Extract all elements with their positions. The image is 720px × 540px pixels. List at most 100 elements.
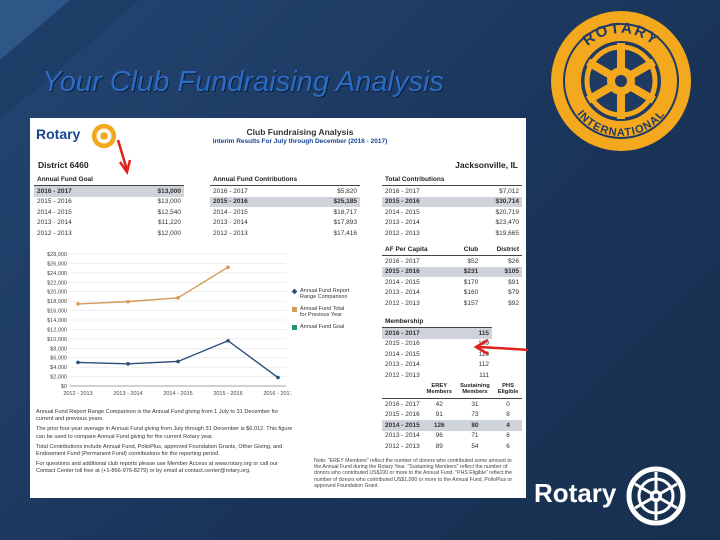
table-cell: $7,012 [499,187,519,195]
table-row: 2013 - 2014 $11,220 [34,218,184,229]
table-row: 2013 - 2014 $17,893 [210,218,360,229]
table-cell: 2016 - 2017 [382,327,462,339]
table-row: 2013 - 2014 112 [382,360,492,371]
table-cell: 2013 - 2014 [385,219,420,227]
city-label: Jacksonville, IL [455,160,518,170]
table-row: 2015 - 2016 109 [382,339,492,350]
table-row: 2016 - 2017 $52 $26 [382,256,522,267]
y-tick-label: $2,000 [50,375,67,381]
table-cell: 2016 - 2017 [385,257,420,265]
table-cell: 2015 - 2016 [385,340,420,348]
district-label: District 6460 [38,160,89,170]
table-cell: 110 [478,350,489,358]
legend-item: Annual Fund Goal [292,324,352,330]
table-header-cell: Sustaining Members [455,380,495,399]
table-header-cell [478,174,522,186]
table-cell: $20,719 [495,208,520,216]
table-cell: $231 [451,266,482,277]
table-header-cell [382,380,423,399]
report-logo-text: Rotary [36,126,81,142]
table-row: 2015 - 2016 $231 $105 [382,266,522,277]
legend-swatch-icon [291,288,298,295]
table-cell: $13,000 [135,185,184,197]
table-cell: 2013 - 2014 [213,219,248,227]
table-header-cell: AF Per Capita [382,244,452,256]
table-cell: 2013 - 2014 [385,361,420,369]
table-header-row: Membership [382,316,492,328]
report-notes: Annual Fund Report Range Comparison is t… [36,409,296,479]
table-cell: 2016 - 2017 [385,187,420,195]
table-cell: $25,185 [323,196,360,207]
table-row: 2016 - 2017 $5,820 [210,186,360,197]
table-cell: 115 [461,327,492,339]
total-contributions-table: Total Contributions 2016 - 2017 $7,012 2015… [382,174,522,239]
table-row: 2013 - 2014 $23,470 [382,218,522,229]
legend-label: Annual Fund Report Range Comparison [300,288,350,300]
table-cell: $157 [463,299,479,307]
table-row: 2014 - 2015 $20,719 [382,207,522,218]
note-paragraph: Total Contributions include Annual Fund,… [36,443,283,458]
table-cell: 2015 - 2016 [37,198,72,206]
y-tick-label: $4,000 [50,365,67,371]
y-tick-label: $20,000 [47,290,67,296]
table-cell: 2014 - 2015 [382,420,423,431]
report-title: Club Fundraising Analysis [246,127,354,137]
rotary-brand-text: Rotary [534,478,617,508]
y-tick-label: $24,000 [47,271,67,277]
table-cell: 4 [494,420,522,431]
series-point [226,338,230,343]
table-cell: $11,220 [157,219,181,227]
legend-label: Annual Fund Total for Previous Year [300,306,345,318]
table-cell: $92 [508,299,519,307]
table-row: 2014 - 2015 126 80 4 [382,420,522,431]
table-cell: 2014 - 2015 [385,208,420,216]
y-tick-label: $0 [61,384,67,390]
y-tick-label: $26,000 [47,261,67,267]
table-cell: 126 [422,420,456,431]
table-row: 2014 - 2015 $170 $91 [382,277,522,288]
table-row: 2015 - 2016 $25,185 [210,196,360,207]
table-cell: 2016 - 2017 [34,185,136,197]
table-header-row: Total Contributions [382,174,522,186]
table-header-cell [135,174,184,186]
report-header: Rotary Club Fundraising Analysis Interim… [30,118,526,158]
y-tick-label: $16,000 [47,309,67,315]
table-header-row: Annual Fund Contributions [210,174,360,186]
table-cell: $12,540 [157,208,182,216]
table-cell: $17,416 [333,229,358,237]
legend-swatch-icon [292,325,297,330]
annual-fund-goal-table: Annual Fund Goal 2016 - 2017 $13,000 2015 -… [34,174,184,239]
x-tick-label: 2012 - 2013 [63,391,92,397]
table-cell: $18,717 [333,208,358,216]
table-cell: 2013 - 2014 [385,432,420,440]
series-line [77,266,229,305]
table-cell: 91 [435,411,443,419]
table-header-cell: PHS Eligible [494,380,522,399]
table-cell: 2014 - 2015 [37,208,72,216]
table-cell: 31 [471,400,479,408]
table-cell: 2015 - 2016 [382,266,452,277]
table-cell: 42 [435,400,443,408]
x-tick-label: 2014 - 2015 [163,391,192,397]
table-row: 2012 - 2013 $17,416 [210,228,360,239]
series-point [126,299,130,304]
table-cell: 111 [479,371,489,379]
table-header-cell: EREY Members [422,380,456,399]
table-row: 2016 - 2017 $13,000 [34,185,184,197]
y-tick-label: $6,000 [50,356,67,362]
table-cell: 2012 - 2013 [385,299,420,307]
table-cell: 54 [471,442,479,450]
y-tick-label: $18,000 [47,299,67,305]
table-cell: 2013 - 2014 [385,289,420,297]
chart-legend: Annual Fund Report Range Comparison Annua… [291,288,352,336]
table-row: 2015 - 2016 91 73 8 [382,410,522,421]
table-cell: $160 [463,289,479,297]
table-cell: 2016 - 2017 [385,400,420,408]
table-cell: 0 [506,400,510,408]
table-cell: 2014 - 2015 [385,278,420,286]
af-per-capita-table: AF Per Capita Club District 2016 - 2017 $52 $… [382,244,522,309]
table-header-row: Annual Fund Goal [34,174,184,186]
table-row: 2014 - 2015 $18,717 [210,207,360,218]
table-header-cell [323,174,360,186]
y-tick-label: $22,000 [47,280,67,286]
